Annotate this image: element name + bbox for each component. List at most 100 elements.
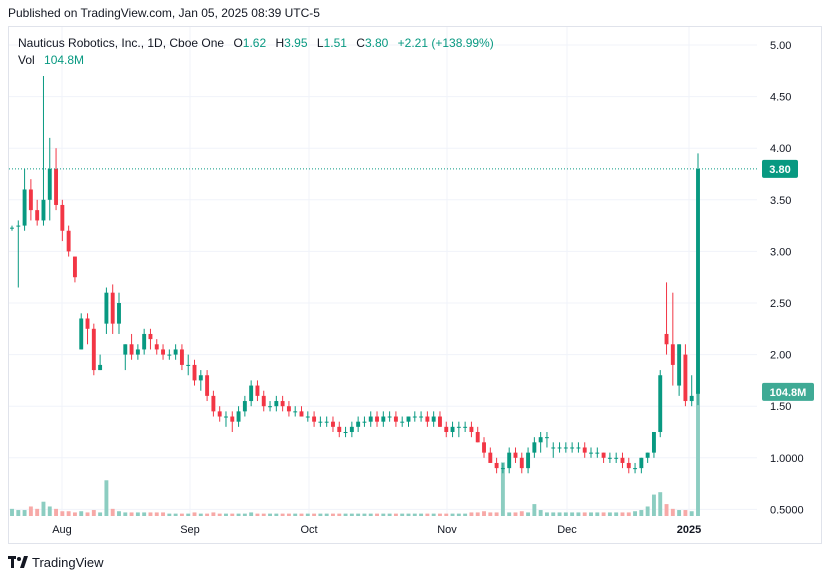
- candle-body: [620, 457, 625, 463]
- candle-body: [658, 375, 663, 432]
- x-tick-label: 2025: [677, 524, 701, 536]
- legend-ohlc-row: Nauticus Robotics, Inc., 1D, Cboe One O1…: [18, 35, 494, 52]
- volume-bar: [375, 513, 379, 516]
- candle-body: [645, 452, 650, 458]
- volume-bar: [607, 512, 612, 516]
- volume-bar: [362, 513, 367, 516]
- candle-body: [261, 395, 266, 407]
- candle-body: [198, 375, 203, 381]
- y-tick-label: 2.00: [770, 350, 791, 362]
- volume-bar: [589, 512, 593, 516]
- y-tick-label: 5.00: [770, 40, 791, 52]
- candle-body: [16, 225, 21, 227]
- candle-body: [324, 421, 329, 423]
- volume-bar: [186, 513, 191, 516]
- candle-body: [557, 447, 562, 449]
- candle-body: [393, 416, 398, 422]
- legend-h-label: H: [275, 36, 285, 50]
- candle-body: [545, 437, 549, 439]
- volume-bar: [10, 508, 14, 516]
- candle-body: [419, 416, 424, 418]
- candle-body: [173, 349, 178, 355]
- volume-bar: [651, 494, 656, 516]
- legend-symbol: Nauticus Robotics, Inc., 1D, Cboe One: [18, 36, 225, 50]
- candle-body: [129, 344, 134, 355]
- candle-body: [507, 452, 512, 469]
- candle-body: [488, 452, 493, 463]
- volume-bar: [563, 512, 568, 516]
- volume-bar: [601, 512, 606, 516]
- volume-bar: [576, 512, 581, 516]
- volume-bar: [633, 511, 638, 516]
- chart-frame[interactable]: [8, 26, 822, 544]
- volume-bar: [595, 512, 600, 516]
- candle-body: [677, 344, 682, 386]
- volume-bar: [167, 513, 172, 516]
- candle-body: [689, 395, 694, 402]
- candle-body: [683, 354, 688, 402]
- y-tick-label: 1.50: [770, 401, 791, 413]
- candle-body: [349, 426, 354, 432]
- volume-bar: [66, 511, 71, 516]
- candle-body: [570, 447, 575, 449]
- legend-c-label: C: [356, 36, 365, 50]
- volume-bar: [318, 513, 323, 516]
- candle-body: [601, 452, 606, 458]
- volume-bar: [482, 511, 486, 516]
- candle-body: [293, 411, 298, 413]
- candle-body: [167, 354, 172, 356]
- volume-bar: [35, 508, 40, 516]
- volume-bar: [683, 510, 688, 516]
- candle-body: [66, 230, 71, 252]
- candle-body: [438, 416, 442, 427]
- candle-body: [538, 437, 543, 443]
- x-tick-label: Nov: [437, 524, 457, 536]
- volume-bar: [349, 513, 354, 516]
- volume-bar: [677, 510, 682, 516]
- volume-bar: [438, 513, 442, 516]
- y-tick-label: 1.0000: [770, 453, 804, 465]
- volume-bar: [356, 513, 361, 516]
- candle-body: [431, 416, 436, 422]
- candle-body: [148, 333, 153, 340]
- candle-body: [356, 421, 361, 427]
- volume-bar: [626, 512, 631, 516]
- volume-bar: [60, 511, 65, 516]
- candle-body: [91, 328, 96, 371]
- candle-body: [362, 421, 367, 423]
- volume-bar: [211, 512, 216, 516]
- candle-body: [331, 421, 335, 427]
- y-tick-label: 0.5000: [770, 504, 804, 516]
- candle-body: [22, 189, 27, 226]
- tradingview-logo[interactable]: TradingView: [8, 553, 104, 571]
- volume-bar: [450, 513, 455, 516]
- volume-bar: [79, 511, 84, 516]
- candle-body: [224, 416, 228, 418]
- volume-bar: [696, 391, 700, 516]
- candle-body: [98, 364, 103, 371]
- volume-bar: [224, 513, 228, 516]
- volume-bar: [463, 513, 468, 516]
- volume-bar: [444, 513, 449, 516]
- volume-bar: [469, 512, 474, 516]
- legend-vol-value: 104.8M: [44, 53, 85, 67]
- volume-bar: [173, 513, 178, 516]
- candle-body: [161, 349, 165, 355]
- volume-bar: [299, 513, 304, 516]
- volume-bar: [412, 513, 417, 516]
- candle-body: [500, 468, 505, 470]
- candle-body: [305, 416, 310, 418]
- candle-body: [117, 303, 121, 324]
- candle-body: [444, 426, 449, 432]
- volume-bar: [205, 513, 210, 516]
- legend-close: 3.80: [364, 36, 389, 50]
- volume-bar: [242, 513, 247, 516]
- y-tick-label: 3.50: [770, 195, 791, 207]
- volume-bar: [135, 512, 140, 516]
- candle-body: [299, 411, 304, 417]
- candle-body: [54, 168, 59, 205]
- volume-bar: [406, 513, 411, 516]
- volume-badge: [762, 382, 814, 401]
- y-tick-label: 3.00: [770, 246, 791, 258]
